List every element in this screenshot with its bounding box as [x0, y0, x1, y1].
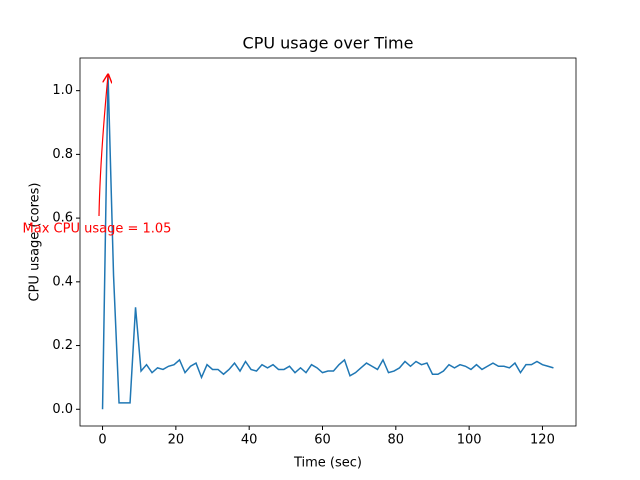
x-tick-label: 120	[530, 433, 555, 448]
x-tick-label: 0	[98, 433, 106, 448]
x-tick-label: 40	[241, 433, 258, 448]
annotation: Max CPU usage = 1.05	[23, 222, 172, 237]
annotation-arrow	[98, 75, 108, 217]
y-axis-label: CPU usage (cores)	[28, 183, 43, 302]
y-tick-label: 0.6	[52, 211, 73, 226]
y-tick-label: 0.2	[52, 338, 73, 353]
y-tick-label: 0.8	[52, 147, 73, 162]
y-tick-label: 1.0	[52, 83, 73, 98]
x-tick-label: 80	[388, 433, 405, 448]
y-tick-label: 0.4	[52, 274, 73, 289]
x-tick-label: 20	[168, 433, 185, 448]
x-tick-label: 100	[457, 433, 482, 448]
x-tick-label: 60	[314, 433, 331, 448]
chart-title: CPU usage over Time	[243, 34, 414, 53]
x-axis-label: Time (sec)	[293, 456, 362, 471]
plot-frame	[79, 57, 577, 427]
line	[101, 74, 554, 410]
y-tick-label: 0.0	[52, 402, 73, 417]
